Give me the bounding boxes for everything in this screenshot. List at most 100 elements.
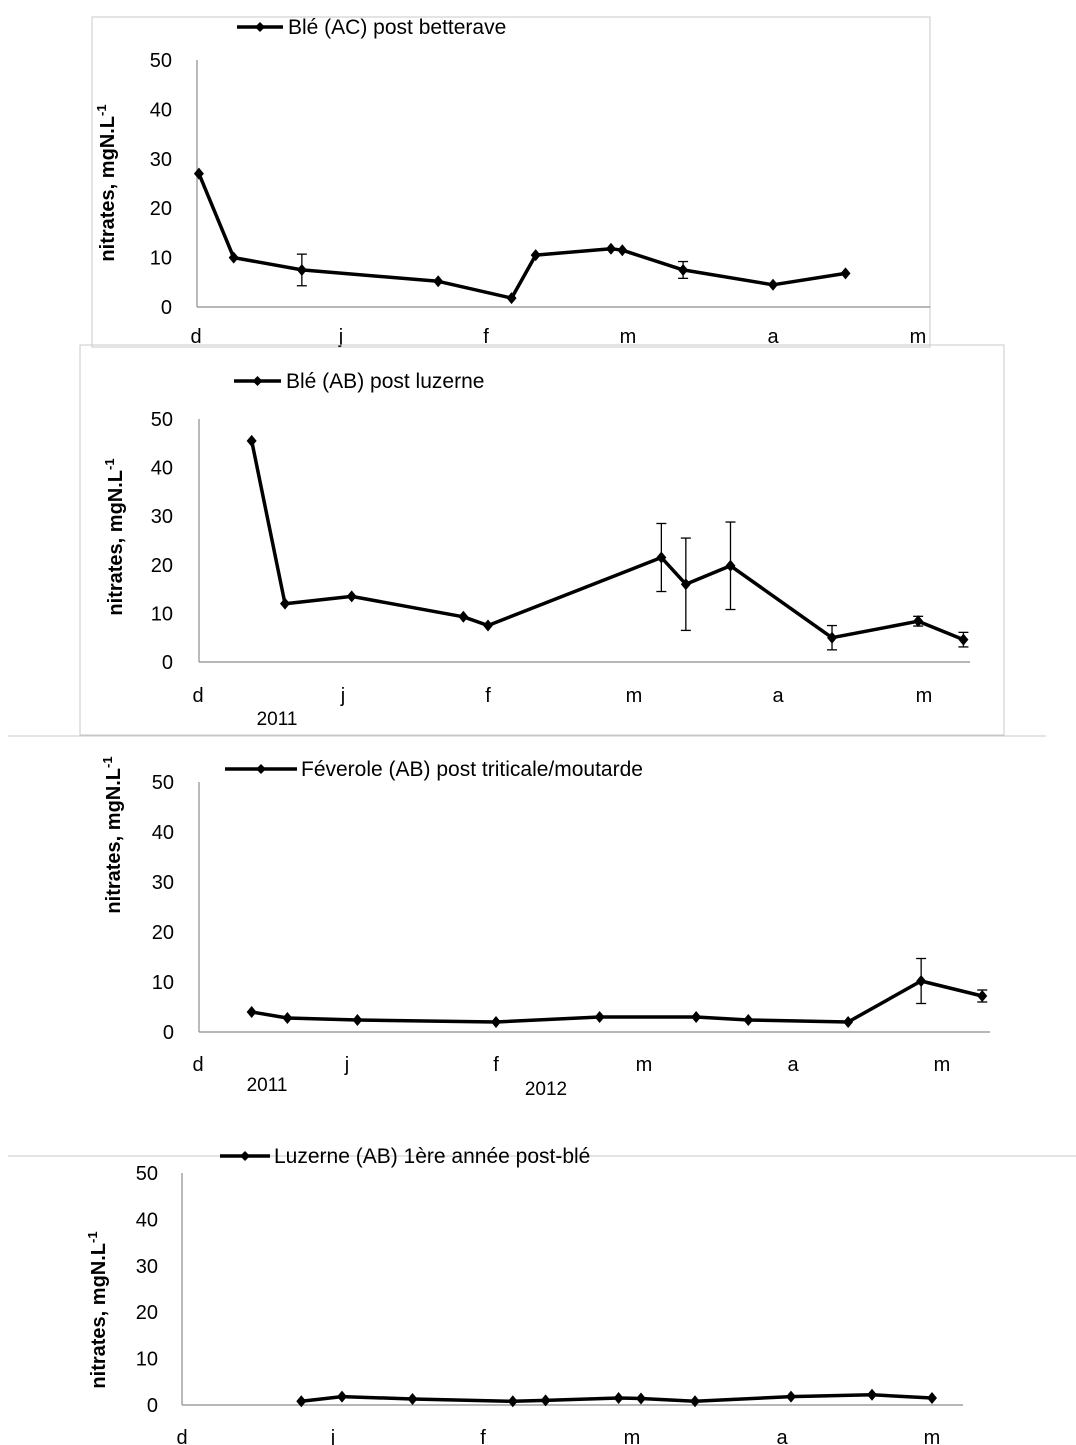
x-tick-label: a	[772, 685, 784, 707]
data-point	[346, 590, 357, 603]
data-point	[280, 597, 290, 610]
chart-panel-2: 0 10 20 30 40 50 d j f m a m 2011 nitrates, mgN.L-1 Bl…	[79, 344, 1005, 736]
x-tick-label: j	[330, 1427, 335, 1445]
data-point	[407, 1392, 418, 1405]
data-point	[786, 1390, 796, 1403]
y-tick-label: 10	[150, 248, 172, 270]
data-point	[617, 244, 628, 257]
x-tick-label: d	[192, 685, 203, 707]
y-tick-label: 50	[150, 50, 172, 72]
legend-label: Luzerne (AB) 1ère année post-blé	[274, 1145, 590, 1168]
x-tick-label: d	[176, 1427, 187, 1445]
y-tick-label: 0	[161, 297, 172, 319]
legend-label: Blé (AB) post luzerne	[286, 370, 484, 393]
data-point	[613, 1392, 624, 1405]
data-point	[725, 559, 736, 572]
legend-marker	[240, 1151, 250, 1161]
y-tick-label: 20	[150, 198, 172, 220]
y-tick-label: 40	[151, 458, 173, 480]
data-point	[690, 1395, 700, 1408]
x-tick-label: f	[485, 685, 491, 707]
x-tick-label: j	[338, 326, 343, 348]
data-point	[605, 242, 616, 255]
y-axis-title: nitrates, mgN.L-1	[100, 756, 125, 913]
data-point	[927, 1392, 937, 1405]
legend-marker	[256, 764, 266, 774]
data-point	[691, 1011, 702, 1023]
y-tick-label: 0	[147, 1395, 158, 1417]
data-point	[506, 292, 517, 305]
y-tick-label: 20	[152, 922, 174, 944]
y-axis-title: nitrates, mgN.L-1	[102, 458, 127, 615]
data-point	[507, 1395, 518, 1408]
data-point	[913, 615, 924, 628]
x-tick-label: a	[787, 1054, 799, 1076]
year-label: 2011	[247, 1075, 288, 1096]
data-point	[246, 434, 257, 447]
legend-marker	[255, 22, 265, 32]
series-line	[197, 171, 848, 300]
y-tick-label: 30	[150, 149, 172, 171]
x-tick-label: d	[190, 326, 201, 348]
series-line	[249, 439, 966, 642]
x-tick-label: m	[636, 1054, 653, 1076]
data-point	[246, 1006, 257, 1018]
data-point	[656, 551, 667, 564]
y-tick-label: 30	[152, 872, 174, 894]
data-point	[827, 631, 838, 644]
data-point	[491, 1016, 501, 1028]
data-point	[636, 1392, 646, 1405]
x-tick-label: d	[192, 1054, 203, 1076]
x-tick-label: m	[910, 326, 927, 348]
y-tick-label: 10	[136, 1349, 158, 1371]
x-tick-label: f	[493, 1054, 499, 1076]
legend-marker	[252, 376, 263, 386]
data-point	[977, 990, 988, 1002]
x-tick-label: m	[916, 685, 933, 707]
x-tick-label: m	[934, 1054, 951, 1076]
y-tick-label: 50	[136, 1163, 158, 1185]
year-label: 2011	[257, 709, 298, 730]
data-point	[458, 610, 469, 623]
data-point	[296, 263, 307, 276]
data-point	[916, 975, 927, 987]
y-tick-label: 50	[152, 772, 174, 794]
data-point	[768, 278, 778, 291]
y-tick-label: 40	[136, 1209, 158, 1231]
x-tick-label: j	[340, 685, 345, 707]
data-point	[296, 1395, 307, 1408]
chart-panel-1: 0 10 20 30 40 50 d j f m a m nitrates, mgN.L-1 Blé (A…	[91, 16, 931, 348]
y-tick-label: 20	[151, 555, 173, 577]
year-label: 2012	[525, 1079, 567, 1100]
data-point	[743, 1014, 754, 1026]
chart-panel-3: 0 10 20 30 40 50 d j f m a m 2011 2012 nitrates, mgN.L…	[100, 756, 990, 1100]
data-point	[594, 1011, 605, 1023]
data-point	[867, 1388, 877, 1401]
data-point	[228, 251, 239, 264]
data-point	[540, 1394, 551, 1407]
x-tick-label: m	[620, 326, 637, 348]
x-tick-label: m	[924, 1427, 941, 1445]
legend-label: Blé (AC) post betterave	[288, 16, 506, 39]
y-axis-title: nitrates, mgN.L-1	[85, 1231, 110, 1388]
y-axis-title: nitrates, mgN.L-1	[94, 104, 119, 261]
x-tick-label: a	[776, 1427, 788, 1445]
data-point	[958, 633, 969, 646]
y-tick-label: 50	[151, 409, 173, 431]
data-point	[678, 263, 689, 276]
x-tick-label: a	[767, 326, 779, 348]
chart-frame	[79, 344, 1005, 736]
data-point	[337, 1390, 347, 1403]
y-tick-label: 40	[152, 822, 174, 844]
y-tick-label: 0	[162, 652, 173, 674]
y-tick-label: 10	[152, 972, 174, 994]
y-tick-label: 0	[163, 1022, 174, 1044]
x-tick-label: m	[624, 1427, 641, 1445]
y-tick-label: 10	[151, 603, 173, 625]
chart-frame	[91, 16, 931, 348]
x-tick-label: f	[480, 1427, 486, 1445]
series-line	[249, 979, 984, 1024]
y-tick-label: 30	[151, 506, 173, 528]
x-tick-label: m	[626, 685, 643, 707]
